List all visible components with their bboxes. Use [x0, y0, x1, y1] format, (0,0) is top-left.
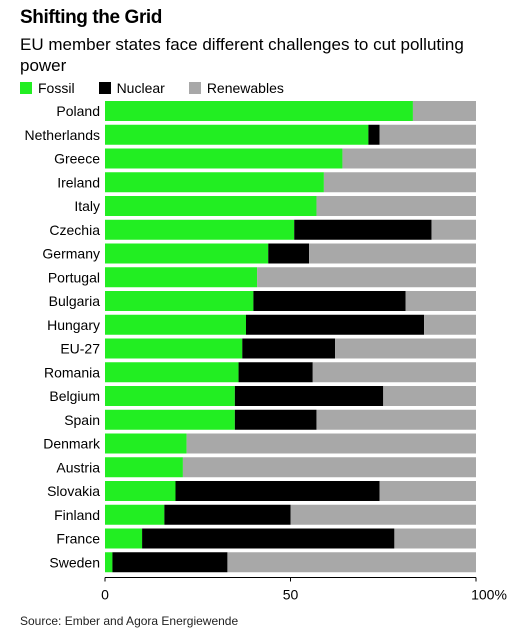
bar-nuclear-belgium: [234, 386, 384, 406]
bar-fossil-italy: [105, 196, 317, 216]
bar-renewables-bulgaria: [405, 291, 476, 311]
category-label-austria: Austria: [56, 459, 100, 475]
bar-nuclear-hungary: [245, 314, 425, 335]
x-tick-label-50: 50: [283, 587, 299, 603]
category-label-romania: Romania: [44, 364, 100, 380]
legend-item-fossil: Fossil: [20, 80, 75, 96]
bar-nuclear-czechia: [294, 219, 432, 240]
legend-item-nuclear: Nuclear: [98, 80, 165, 96]
bar-renewables-poland: [412, 101, 476, 121]
category-label-italy: Italy: [74, 198, 100, 214]
bar-renewables-greece: [342, 148, 476, 169]
bar-renewables-spain: [316, 409, 476, 430]
bar-renewables-austria: [182, 457, 476, 478]
chart-subtitle: EU member states face different challeng…: [20, 35, 464, 75]
category-label-netherlands: Netherlands: [25, 127, 101, 143]
bar-fossil-austria: [105, 457, 183, 478]
x-tick-label-100: 100%: [471, 587, 507, 603]
category-label-spain: Spain: [64, 412, 100, 428]
bar-fossil-france: [105, 528, 143, 549]
category-label-czechia: Czechia: [49, 222, 100, 238]
bar-renewables-czechia: [431, 219, 476, 240]
bar-nuclear-france: [142, 528, 395, 549]
bar-renewables-belgium: [383, 386, 476, 406]
legend-swatch-renewables: [188, 82, 201, 94]
category-label-belgium: Belgium: [49, 388, 100, 404]
category-label-greece: Greece: [54, 151, 100, 167]
bar-nuclear-eu-27: [242, 338, 336, 359]
bar-fossil-ireland: [105, 172, 324, 193]
bar-fossil-sweden: [105, 552, 113, 573]
bar-renewables-germany: [309, 243, 476, 264]
category-label-slovakia: Slovakia: [47, 483, 100, 499]
bar-nuclear-netherlands: [368, 124, 380, 145]
x-tick-label-0: 0: [101, 587, 109, 603]
bar-fossil-poland: [105, 101, 413, 121]
bar-renewables-romania: [312, 362, 476, 383]
chart-title: Shifting the Grid: [20, 7, 163, 28]
bar-nuclear-germany: [268, 243, 310, 264]
bar-nuclear-romania: [238, 362, 313, 383]
legend-swatch-fossil: [20, 82, 32, 94]
bar-fossil-germany: [105, 243, 269, 264]
chart-legend: Fossil Nuclear Renewables: [20, 79, 308, 97]
bar-nuclear-slovakia: [175, 481, 380, 501]
category-label-finland: Finland: [54, 507, 100, 523]
bar-renewables-sweden: [227, 552, 476, 573]
bar-nuclear-bulgaria: [253, 291, 406, 311]
legend-label-fossil: Fossil: [38, 80, 75, 96]
legend-swatch-nuclear: [98, 82, 111, 94]
category-label-portugal: Portugal: [48, 269, 100, 285]
bar-renewables-hungary: [424, 314, 476, 335]
bar-nuclear-finland: [164, 504, 291, 525]
stacked-bar-chart: Poland Netherlands Greece Ireland Italy Czech…: [25, 101, 507, 603]
bar-nuclear-spain: [234, 409, 317, 430]
category-label-poland: Poland: [56, 103, 100, 119]
bar-fossil-greece: [105, 148, 343, 169]
legend-label-nuclear: Nuclear: [116, 80, 165, 96]
bar-fossil-bulgaria: [105, 291, 254, 311]
bar-renewables-ireland: [323, 172, 476, 193]
bar-fossil-slovakia: [105, 481, 176, 501]
bar-fossil-czechia: [105, 219, 295, 240]
legend-item-renewables: Renewables: [188, 80, 284, 96]
category-label-germany: Germany: [42, 246, 100, 262]
category-label-denmark: Denmark: [43, 436, 101, 452]
bar-renewables-finland: [290, 504, 476, 525]
legend-label-renewables: Renewables: [206, 80, 284, 96]
bar-fossil-denmark: [105, 433, 187, 454]
bar-fossil-portugal: [105, 267, 258, 288]
source-note: Source: Ember and Agora Energiewende: [20, 614, 239, 628]
category-label-sweden: Sweden: [49, 554, 100, 570]
category-label-ireland: Ireland: [57, 174, 100, 190]
category-label-hungary: Hungary: [47, 317, 100, 333]
bar-fossil-finland: [105, 504, 165, 525]
bar-fossil-belgium: [105, 386, 235, 406]
category-label-france: France: [56, 531, 100, 547]
category-label-bulgaria: Bulgaria: [49, 293, 101, 309]
bar-fossil-spain: [105, 409, 235, 430]
bar-fossil-hungary: [105, 314, 246, 335]
bar-fossil-netherlands: [105, 124, 369, 145]
category-label-eu-27: EU-27: [60, 341, 100, 357]
bar-renewables-portugal: [257, 267, 476, 288]
bar-renewables-france: [394, 528, 476, 549]
bar-fossil-eu-27: [105, 338, 243, 359]
bar-renewables-denmark: [186, 433, 476, 454]
bar-renewables-italy: [316, 196, 476, 216]
bar-renewables-eu-27: [335, 338, 476, 359]
bar-renewables-netherlands: [379, 124, 476, 145]
bar-fossil-romania: [105, 362, 239, 383]
bar-renewables-slovakia: [379, 481, 476, 501]
bar-nuclear-sweden: [112, 552, 228, 573]
